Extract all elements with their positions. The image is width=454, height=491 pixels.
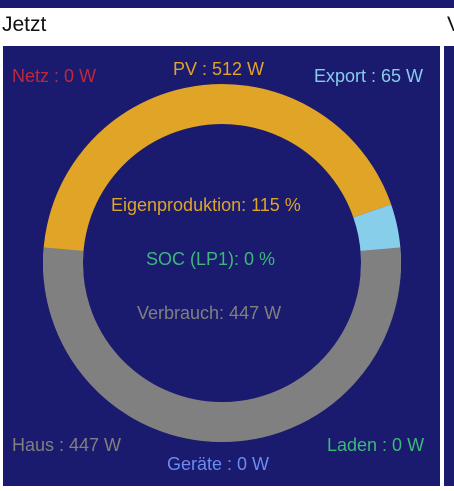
top-bar <box>0 0 454 8</box>
bottom-gap <box>0 486 454 491</box>
pv-arc <box>43 84 392 279</box>
netz-label: Netz : 0 W <box>12 66 97 86</box>
power-panel: Netz : 0 W PV : 512 W Export : 65 W Eige… <box>3 46 440 486</box>
next-panel-edge <box>444 46 454 486</box>
geraete-label: Geräte : 0 W <box>167 454 270 474</box>
laden-label: Laden : 0 W <box>327 435 425 455</box>
pv-label: PV : 512 W <box>173 59 265 79</box>
eigenproduktion-label: Eigenproduktion: 115 % <box>111 195 301 215</box>
consumption-arc <box>43 247 401 442</box>
haus-label: Haus : 447 W <box>12 435 122 455</box>
soc-label: SOC (LP1): 0 % <box>146 249 276 269</box>
header: Jetzt V <box>0 8 454 46</box>
power-donut-chart <box>43 84 401 442</box>
verbrauch-label: Verbrauch: 447 W <box>137 303 282 323</box>
page-title: Jetzt <box>2 13 47 36</box>
export-label: Export : 65 W <box>314 66 424 86</box>
next-panel-title-fragment: V <box>447 13 454 37</box>
